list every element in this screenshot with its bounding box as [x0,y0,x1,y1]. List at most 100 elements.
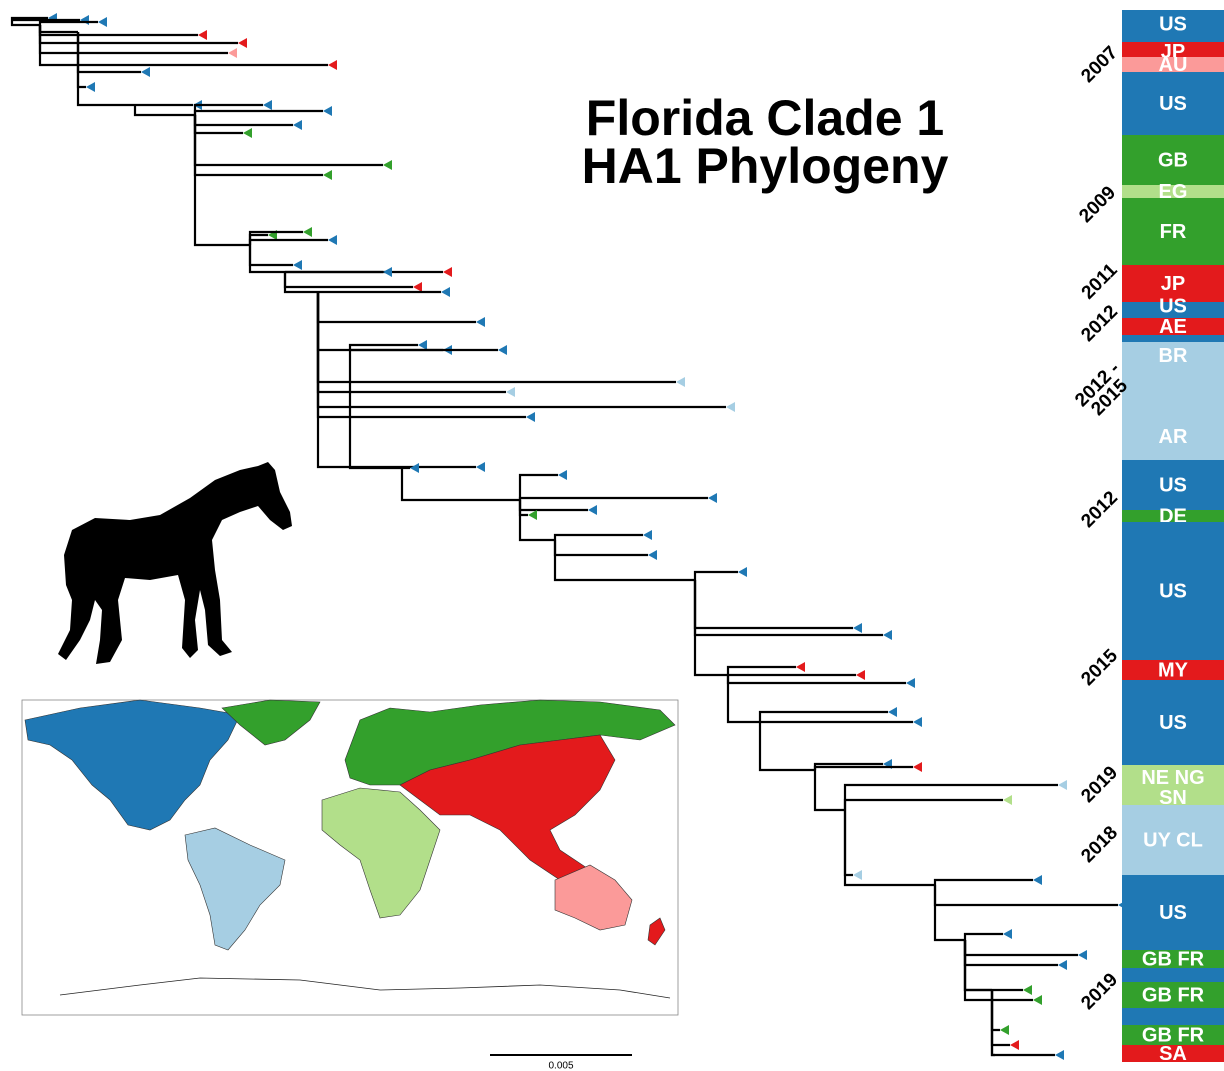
sidebar-label: US [1159,93,1187,115]
sidebar-label: AR [1159,426,1188,448]
sidebar-label: US [1159,902,1187,924]
tip-marker [856,670,865,680]
branch [695,580,853,628]
branch [78,32,86,87]
tip-marker [198,30,207,40]
tip-marker [1023,985,1032,995]
tip-marker [293,260,302,270]
branch [195,115,293,125]
branch [815,770,845,810]
tip-marker [1003,929,1012,939]
tip-marker [410,463,419,473]
tip-marker [506,387,515,397]
sidebar-label: US [1159,13,1187,35]
tip-marker [913,717,922,727]
tip-marker [1000,1025,1009,1035]
sidebar-label: BR [1159,345,1188,367]
tip-marker [1058,960,1067,970]
tip-marker [476,317,485,327]
tip-marker [888,707,897,717]
tip-marker [1010,1040,1019,1050]
branch [760,712,888,722]
tip-marker [853,870,862,880]
branch [350,350,402,468]
branch [845,785,1058,810]
branch [555,540,648,555]
year-label: 2018 [1077,822,1122,867]
tip-marker [263,100,272,110]
branch [935,880,1033,885]
tip-marker [418,340,427,350]
tip-marker [1003,795,1012,805]
branch [195,111,323,115]
tip-marker [588,505,597,515]
tip-marker [383,267,392,277]
branch [815,767,913,770]
year-label: 2011 [1078,259,1122,303]
figure: Florida Clade 1 HA1 Phylogeny 0.005 USJP… [0,0,1224,1071]
tip-marker [441,287,450,297]
tip-marker [676,377,685,387]
branch [285,272,318,292]
tip-marker [498,345,507,355]
branch [935,885,965,940]
sidebar-label: US [1159,712,1187,734]
title-line: HA1 Phylogeny [582,138,949,194]
branch [250,240,328,245]
year-label: 2019 [1077,762,1122,807]
sidebar-label: UY CL [1143,829,1203,851]
tip-marker [86,82,95,92]
branch [965,934,1003,940]
tip-marker [98,17,107,27]
branch [520,498,708,500]
branch [40,25,328,65]
year-label: 2009 [1075,182,1120,227]
sidebar-label: AE [1159,316,1187,338]
tip-marker [80,15,89,25]
branch [760,722,815,770]
tip-marker [476,462,485,472]
year-label: 2019 [1077,969,1122,1014]
branch [695,580,883,635]
tip-marker [413,282,422,292]
year-label: 2012 [1077,301,1122,346]
tip-marker [243,128,252,138]
sidebar-label: GB FR [1142,948,1205,970]
year-label: 2012 [1077,487,1122,532]
tip-marker [383,160,392,170]
tip-marker [328,60,337,70]
branch [318,292,476,322]
branch [135,105,195,115]
horse-silhouette [58,462,292,664]
branch [250,245,293,265]
tip-marker [293,120,302,130]
branch [520,500,588,510]
branch [555,540,695,580]
branch [965,940,1078,955]
tip-marker [228,48,237,58]
sidebar-label: NE NG [1141,767,1204,789]
tip-marker [883,630,892,640]
world-map [22,700,678,1015]
year-label: 2007 [1077,42,1122,87]
sidebar-label: JP [1161,273,1185,295]
branch [728,667,796,675]
tip-marker [1055,1050,1064,1060]
branch [195,115,383,165]
branch [965,940,1058,965]
tip-marker [443,267,452,277]
tip-marker [526,412,535,422]
sidebar-label: GB [1158,149,1188,171]
branch [285,272,413,287]
branch [318,292,676,382]
tip-marker [913,762,922,772]
tip-marker [328,235,337,245]
sidebar-label: SA [1159,1043,1187,1065]
branch [195,115,250,245]
tip-marker [323,170,332,180]
tip-marker [738,567,747,577]
branch [40,25,198,35]
tip-marker [1078,950,1087,960]
scale-bar-label: 0.005 [548,1061,573,1071]
tip-marker [558,470,567,480]
